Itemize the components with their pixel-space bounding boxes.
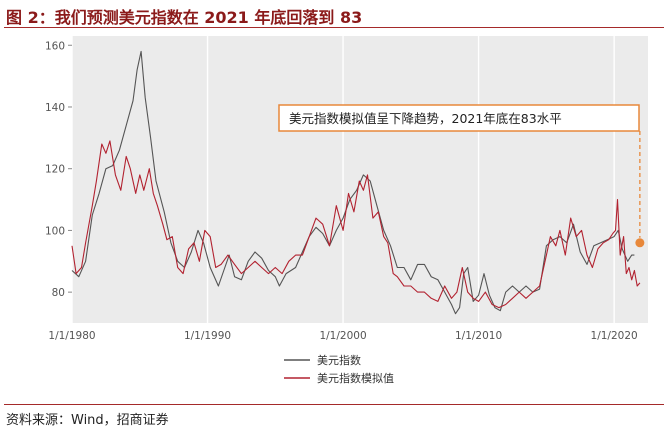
footer-rule (4, 404, 664, 405)
annotation: 美元指数模拟值呈下降趋势，2021年底在83水平 (278, 104, 645, 248)
y-tick-label: 100 (45, 225, 65, 237)
x-axis: 1/1/1980 1/1/1990 1/1/2000 1/1/2010 1/1/2020 (48, 330, 637, 342)
x-tick-label: 1/1/1990 (184, 330, 231, 342)
x-tick-label: 1/1/1980 (48, 330, 95, 342)
x-tick-label: 1/1/2010 (455, 330, 502, 342)
y-tick-label: 120 (45, 164, 65, 176)
title-rule (4, 27, 664, 28)
plot-background (72, 36, 648, 323)
source-note: 资料来源：Wind，招商证券 (6, 413, 169, 428)
figure-title: 图 2：我们预测美元指数在 2021 年底回落到 83 (6, 8, 363, 27)
y-tick-label: 80 (52, 287, 65, 299)
x-tick-label: 1/1/2000 (319, 330, 366, 342)
y-tick-label: 160 (45, 40, 65, 52)
legend: 美元指数 美元指数模拟值 (284, 353, 394, 385)
y-tick-label: 140 (45, 102, 65, 114)
grid (71, 36, 615, 323)
annotation-text: 美元指数模拟值呈下降趋势，2021年底在83水平 (289, 111, 562, 126)
x-tick-label: 1/1/2020 (591, 330, 638, 342)
forecast-point (635, 238, 645, 248)
series-line-model (71, 140, 641, 309)
series-line-actual (71, 50, 635, 315)
y-axis: 80 100 120 140 160 (45, 40, 72, 299)
legend-label-model: 美元指数模拟值 (317, 371, 394, 385)
series-layer (71, 50, 641, 315)
annotation-box (278, 104, 640, 132)
legend-label-actual: 美元指数 (317, 353, 361, 367)
